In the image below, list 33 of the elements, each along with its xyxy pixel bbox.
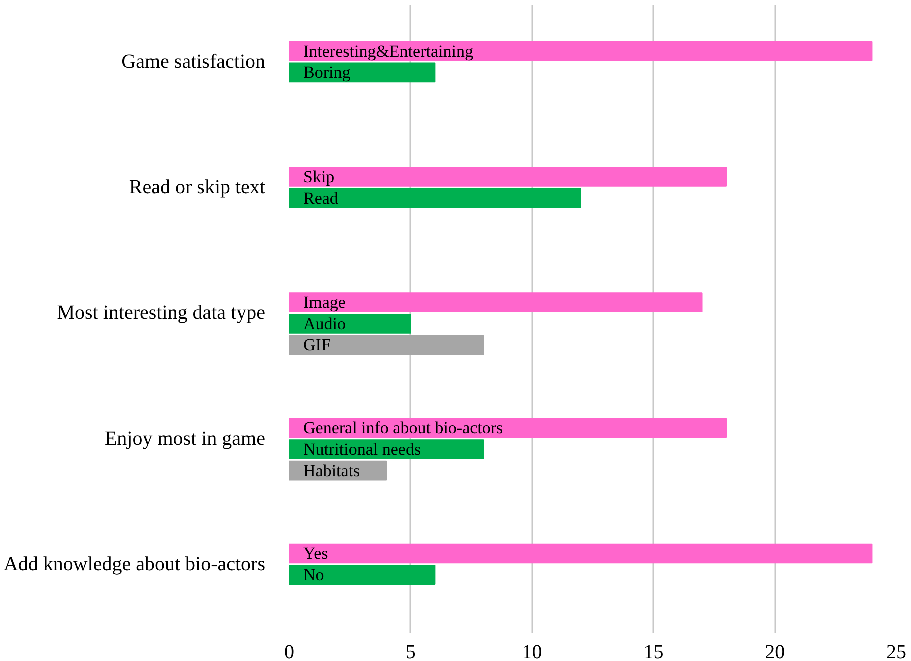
data-label: Read	[304, 188, 339, 208]
bar	[290, 167, 728, 187]
y-tick-label: Enjoy most in game	[104, 428, 266, 450]
x-tick-label: 15	[644, 642, 664, 661]
data-label: Nutritional needs	[304, 440, 422, 459]
x-tick-label: 0	[284, 642, 294, 661]
bar	[290, 335, 484, 356]
bar	[290, 62, 436, 83]
data-label: Interesting&Entertaining	[304, 42, 474, 61]
data-label: Habitats	[304, 461, 360, 480]
data-label: No	[304, 566, 324, 585]
y-tick-label: Game satisfaction	[122, 51, 266, 74]
bar	[290, 188, 582, 208]
data-label: Yes	[304, 544, 328, 564]
bar	[290, 418, 728, 438]
data-label: Skip	[304, 167, 335, 186]
x-tick-label: 20	[765, 642, 786, 661]
data-label: General info about bio-actors	[304, 418, 504, 438]
x-tick-label: 25	[886, 642, 906, 661]
data-label: Boring	[304, 63, 352, 82]
data-label: Image	[304, 293, 346, 312]
y-tick-label: Add knowledge about bio-actors	[4, 553, 266, 576]
bar	[290, 292, 703, 312]
data-label: Audio	[304, 314, 346, 334]
bar	[290, 41, 873, 62]
x-tick-label: 10	[522, 642, 542, 661]
bar	[290, 565, 436, 586]
bar	[290, 544, 873, 564]
y-tick-label: Read or skip text	[129, 176, 266, 199]
y-tick-label: Most interesting data type	[57, 302, 266, 324]
x-tick-label: 5	[406, 642, 416, 661]
data-label: GIF	[304, 336, 331, 355]
bar	[290, 314, 412, 334]
